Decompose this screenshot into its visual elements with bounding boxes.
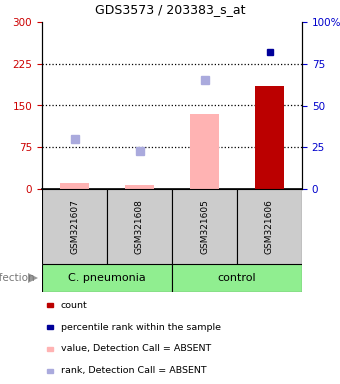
Text: rank, Detection Call = ABSENT: rank, Detection Call = ABSENT: [61, 366, 206, 376]
Text: C. pneumonia: C. pneumonia: [68, 273, 146, 283]
Text: GSM321608: GSM321608: [135, 199, 144, 254]
Bar: [237, 189, 302, 264]
Bar: [255, 86, 284, 189]
Bar: [60, 184, 89, 189]
Bar: [47, 347, 53, 351]
Bar: [42, 189, 107, 264]
Text: infection: infection: [0, 273, 38, 283]
Bar: [47, 369, 53, 373]
Text: count: count: [61, 301, 87, 310]
Text: value, Detection Call = ABSENT: value, Detection Call = ABSENT: [61, 344, 211, 354]
Bar: [47, 325, 53, 329]
Bar: [42, 264, 172, 292]
Bar: [190, 114, 219, 189]
Bar: [47, 303, 53, 307]
Bar: [172, 264, 302, 292]
Bar: [125, 185, 154, 189]
Text: GSM321606: GSM321606: [265, 199, 274, 254]
Bar: [107, 189, 172, 264]
Text: control: control: [218, 273, 256, 283]
Text: GSM321607: GSM321607: [70, 199, 79, 254]
Bar: [172, 189, 237, 264]
Text: percentile rank within the sample: percentile rank within the sample: [61, 323, 221, 331]
Text: GSM321605: GSM321605: [200, 199, 209, 254]
Text: GDS3573 / 203383_s_at: GDS3573 / 203383_s_at: [95, 3, 245, 16]
